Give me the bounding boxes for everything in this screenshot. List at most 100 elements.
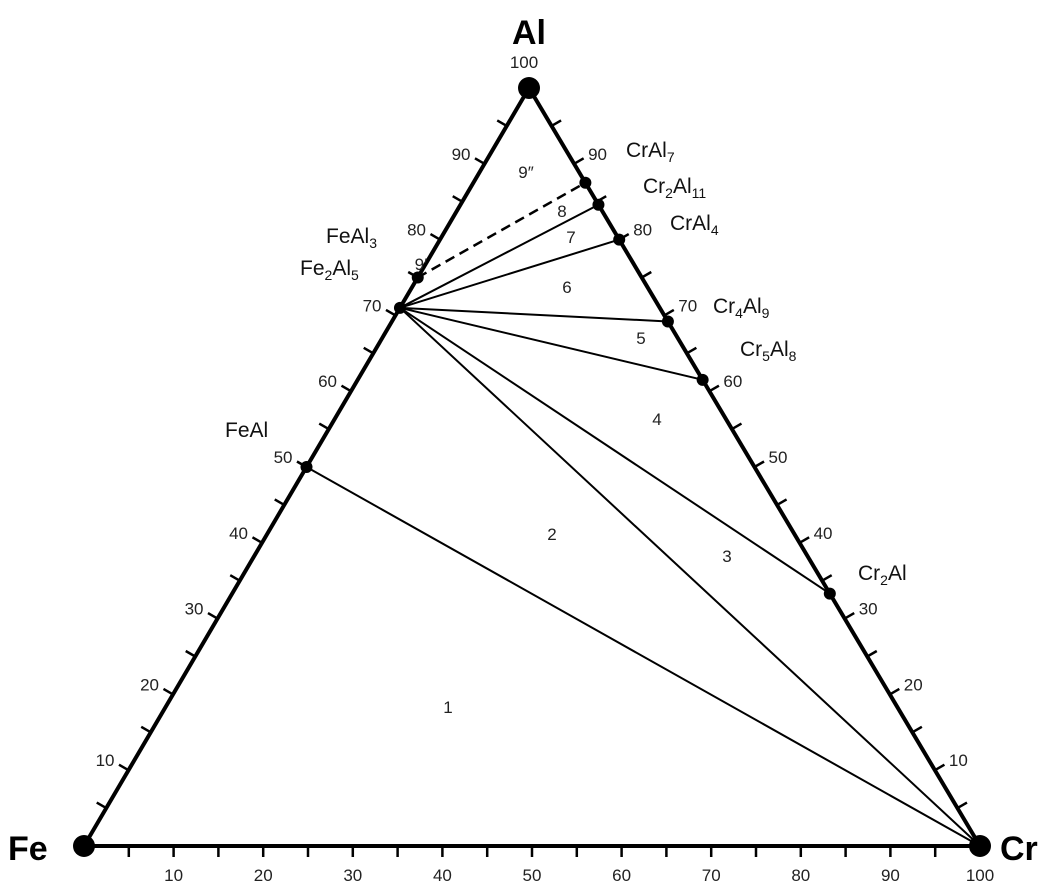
- tick-mark: [956, 801, 968, 810]
- tick-label: 40: [433, 866, 452, 885]
- tick-mark: [496, 119, 508, 127]
- tick-label: 30: [343, 866, 362, 885]
- region-label: 7: [566, 228, 575, 247]
- compound-point: [696, 373, 709, 386]
- tick-mark: [118, 763, 130, 772]
- tick-label: 10: [164, 866, 183, 885]
- tick-label: 80: [791, 866, 810, 885]
- compound-points: [300, 176, 836, 600]
- compound-point: [579, 176, 592, 189]
- tick-label: 90: [881, 866, 900, 885]
- tick-label: 20: [904, 675, 923, 694]
- phase-label-cr4al9: Cr4Al9: [713, 295, 770, 321]
- tick-mark: [911, 725, 923, 734]
- vertex-label-al: Al: [512, 14, 546, 52]
- tick-label: 40: [229, 524, 248, 543]
- phase-label-cr2al: Cr2Al: [858, 562, 907, 588]
- region-label: 1: [443, 698, 452, 717]
- tick-mark: [934, 763, 946, 772]
- region-label: 9″: [518, 163, 533, 182]
- region-label: 9′: [415, 255, 428, 274]
- vertex-label-fe: Fe: [8, 830, 48, 868]
- tick-label: 10: [96, 751, 115, 770]
- tick-label: 90: [588, 145, 607, 164]
- tick-mark: [162, 687, 174, 696]
- tick-label: 20: [140, 675, 159, 694]
- tie-line: [399, 203, 599, 309]
- tick-mark: [207, 612, 219, 620]
- phase-label-cral4: CrAl4: [670, 212, 719, 238]
- compound-point: [661, 315, 674, 328]
- compound-point: [592, 198, 605, 211]
- tick-mark: [140, 725, 152, 734]
- tick-mark: [251, 536, 263, 544]
- region-label: 6: [562, 278, 571, 297]
- tick-mark: [641, 270, 652, 279]
- tick-mark: [274, 498, 285, 506]
- tick-label: 70: [363, 296, 382, 315]
- tick-mark: [229, 574, 241, 582]
- tick-mark: [663, 308, 675, 317]
- tick-mark: [340, 384, 352, 393]
- tie-lines: [306, 181, 981, 847]
- triangle-frame: [82, 86, 982, 848]
- compound-point: [393, 301, 406, 314]
- tick-mark: [686, 346, 698, 355]
- tick-label: 30: [185, 600, 204, 619]
- tick-mark: [731, 422, 743, 431]
- phase-label-cr2al11: Cr2Al11: [643, 175, 706, 201]
- tick-label: 70: [678, 296, 697, 315]
- tick-mark: [798, 536, 810, 544]
- region-label: 2: [547, 525, 556, 544]
- region-label: 3: [722, 547, 731, 566]
- tick-mark: [185, 649, 196, 658]
- region-label: 8: [557, 202, 566, 221]
- tick-mark: [385, 308, 397, 317]
- tick-label: 10: [949, 751, 968, 770]
- tick-label: 80: [633, 221, 652, 240]
- tie-line: [399, 307, 981, 847]
- tick-label: 60: [723, 372, 742, 391]
- compound-point: [300, 461, 313, 473]
- phase-labels: FeAl Fe2Al5 FeAl3 CrAl7 Cr2Al11 CrAl4 Cr…: [225, 139, 907, 588]
- tie-line: [306, 466, 981, 847]
- tick-label: 70: [702, 866, 721, 885]
- phase-label-feal: FeAl: [225, 419, 268, 442]
- tie-line: [399, 238, 620, 309]
- tick-labels: 10 20 30 40 50 60 70 80 90 1001020304050607080901…: [96, 145, 995, 885]
- axis-ticks: [96, 119, 968, 857]
- tick-mark: [474, 157, 486, 165]
- tick-mark: [844, 612, 855, 620]
- tick-label: 100: [966, 866, 994, 885]
- compound-point: [411, 271, 424, 284]
- region-label: 4: [652, 410, 661, 429]
- tick-mark: [889, 687, 900, 696]
- tick-mark: [821, 574, 833, 582]
- tick-mark: [866, 649, 878, 658]
- phase-label-cral7: CrAl7: [626, 139, 675, 165]
- tick-mark: [363, 346, 374, 355]
- tie-line: [399, 306, 668, 323]
- tick-mark: [96, 801, 107, 810]
- tick-mark: [452, 195, 463, 203]
- tick-mark: [708, 384, 720, 393]
- region-labels: 1 2 3 4 5 6 78 9′ 9″: [415, 163, 732, 717]
- vertex-point-cr: [969, 835, 991, 857]
- vertex-label-cr: Cr: [1000, 830, 1038, 868]
- tick-label: 40: [814, 524, 833, 543]
- tick-mark: [429, 233, 441, 241]
- vertex-point-al: [518, 77, 540, 99]
- tick-mark: [318, 422, 330, 431]
- region-label: 5: [636, 329, 645, 348]
- tick-label: 60: [612, 866, 631, 885]
- tick-label: 50: [523, 866, 542, 885]
- tick-mark: [550, 119, 562, 127]
- phase-label-cr5al8: Cr5Al8: [740, 338, 797, 364]
- tick-label: 50: [769, 448, 788, 467]
- tick-label: 50: [274, 448, 293, 467]
- compound-point: [613, 233, 626, 246]
- tick-mark: [573, 157, 585, 165]
- tick-label: 60: [318, 372, 337, 391]
- tick-mark: [753, 460, 765, 469]
